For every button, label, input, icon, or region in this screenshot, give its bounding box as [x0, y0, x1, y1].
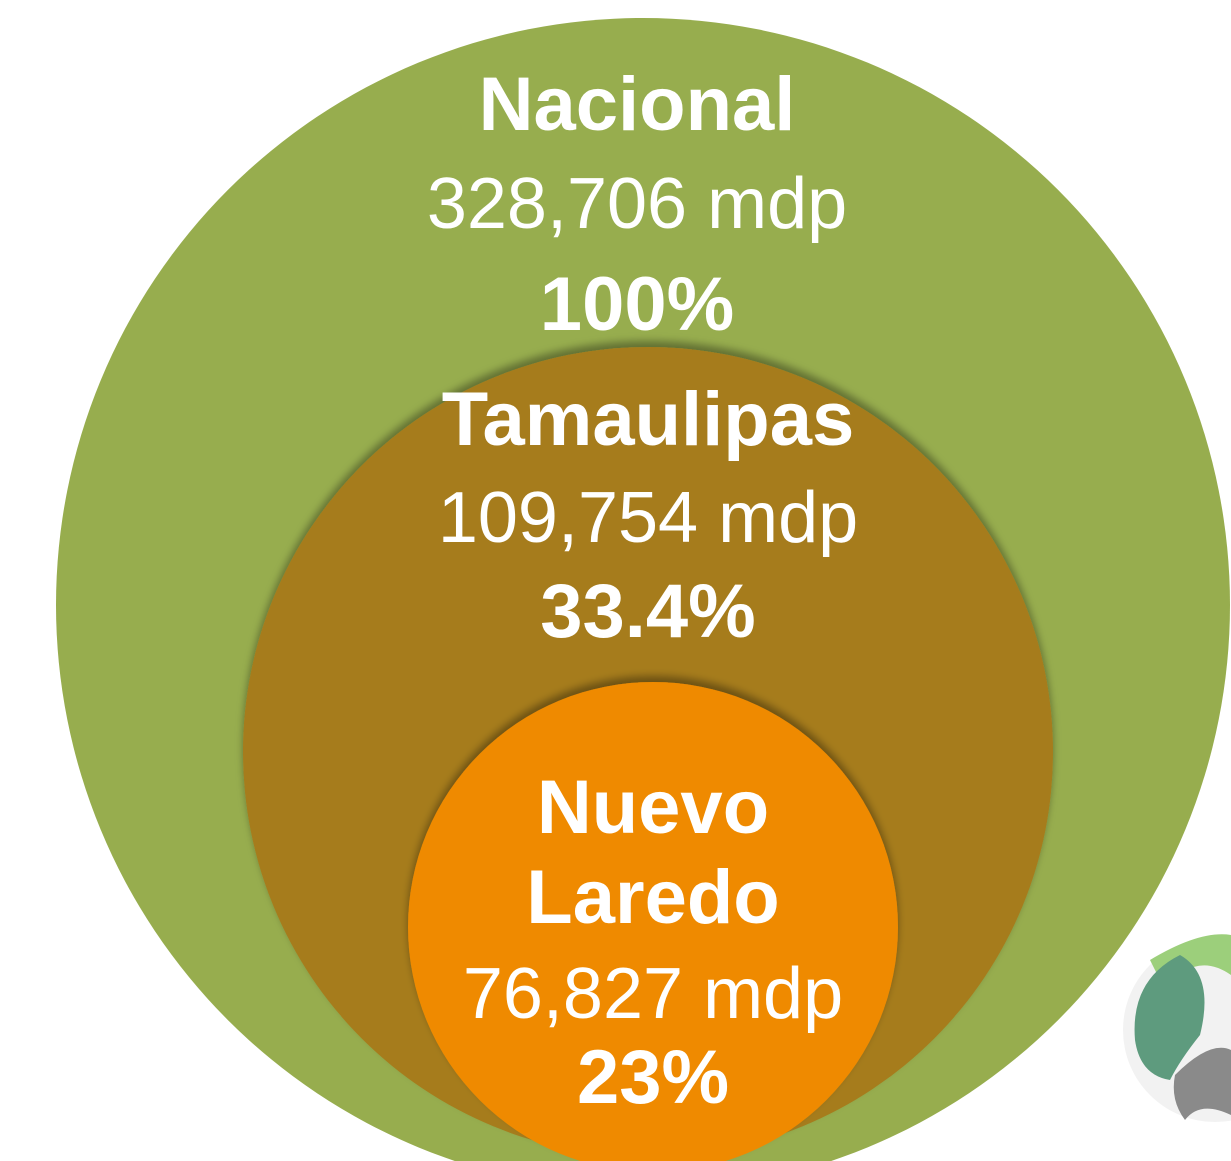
circle-nuevo-laredo: [408, 682, 898, 1161]
node-amount: 328,706 mdp: [427, 164, 847, 244]
node-amount: 76,827 mdp: [463, 954, 843, 1034]
node-label: Tamaulipas: [442, 377, 855, 462]
node-amount: 109,754 mdp: [438, 478, 858, 558]
logo: [1123, 934, 1231, 1122]
node-label: Nuevo: [537, 765, 769, 850]
node-share: 23%: [577, 1035, 729, 1120]
node-share: 100%: [540, 262, 734, 347]
node-label: Laredo: [526, 855, 779, 940]
node-label: Nacional: [479, 62, 796, 147]
node-share: 33.4%: [540, 569, 756, 654]
